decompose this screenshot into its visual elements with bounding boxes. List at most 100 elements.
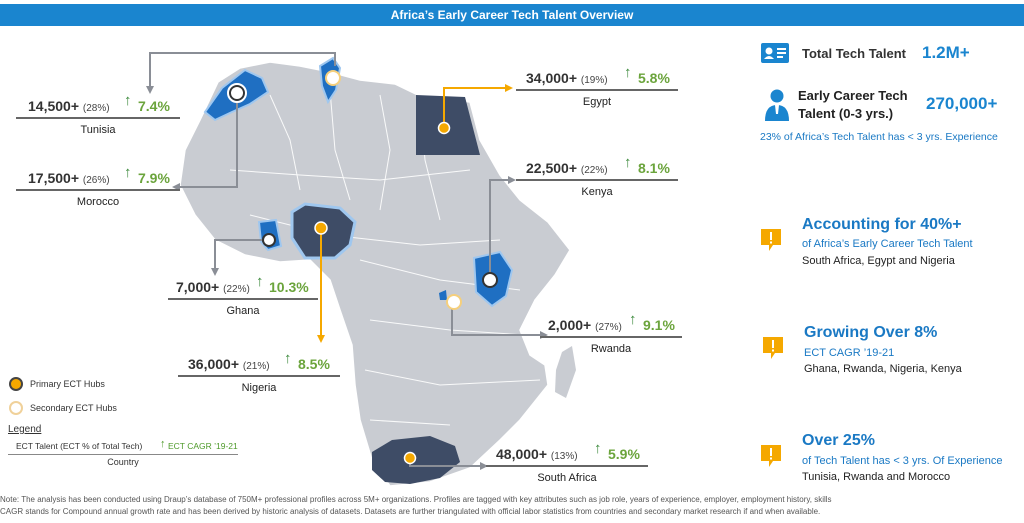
footnote: Note: The analysis has been conducted us… xyxy=(0,494,1024,518)
egypt-connector xyxy=(443,87,505,128)
stat-divider xyxy=(516,89,678,91)
legend-cagr-label: ECT CAGR ’19-21 xyxy=(168,441,238,451)
stat-southafrica: 48,000+ (13%) ↑ 5.9% South Africa xyxy=(486,440,648,486)
growth-arrow-icon: ↑ xyxy=(124,92,132,109)
early-value: 270,000+ xyxy=(926,94,998,113)
legend-ect-label: ECT Talent (ECT % of Total Tech) xyxy=(16,441,143,451)
stat-cagr: 5.9% xyxy=(608,446,640,462)
alert-icon xyxy=(761,445,781,467)
stat-pct: (21%) xyxy=(242,361,270,372)
stat-country: Egypt xyxy=(582,96,612,108)
over25-sub: of Tech Talent has < 3 yrs. Of Experienc… xyxy=(802,455,1003,467)
madagascar xyxy=(555,346,576,398)
kenya-connector xyxy=(489,179,508,280)
early-career-talent: Early Career Tech Talent (0-3 yrs.) 270,… xyxy=(760,86,1024,150)
accounting-head: Accounting for 40%+ xyxy=(802,216,962,233)
secondary-hub-legend-icon xyxy=(9,401,23,415)
stat-country: Tunisia xyxy=(80,124,116,136)
early-label-line2: Talent (0-3 yrs.) xyxy=(798,106,894,121)
stat-cagr: 7.4% xyxy=(138,98,170,114)
legend-row: ECT Talent (ECT % of Total Tech) ↑ ECT C… xyxy=(8,438,238,453)
stat-value: 2,000+ xyxy=(548,317,592,333)
stat-value: 7,000+ xyxy=(176,279,220,295)
stat-pct: (22%) xyxy=(580,165,608,176)
accounting-sub: of Africa’s Early Career Tech Talent xyxy=(802,238,973,250)
stat-cagr: 8.1% xyxy=(638,160,670,176)
growth-arrow-icon: ↑ xyxy=(124,164,132,181)
stat-pct: (28%) xyxy=(82,103,110,114)
stat-country: South Africa xyxy=(537,472,597,484)
secondary-hub-legend-label: Secondary ECT Hubs xyxy=(30,403,117,413)
stat-cagr: 9.1% xyxy=(643,317,675,333)
primary-hub-legend-label: Primary ECT Hubs xyxy=(30,379,105,389)
stat-divider xyxy=(516,179,678,181)
stat-cagr: 7.9% xyxy=(138,170,170,186)
stat-cagr: 5.8% xyxy=(638,70,670,86)
growth-arrow-icon: ↑ xyxy=(629,311,637,328)
stat-divider xyxy=(16,117,180,119)
growing-sub: ECT CAGR ’19-21 xyxy=(804,347,895,359)
stat-pct: (27%) xyxy=(595,322,622,333)
stat-nigeria: 36,000+ (21%) ↑ 8.5% Nigeria xyxy=(178,350,340,396)
id-card-icon xyxy=(761,43,789,63)
person-icon xyxy=(765,89,789,121)
growing-block: Growing Over 8% ECT CAGR ’19-21 Ghana, R… xyxy=(760,322,1024,382)
stat-value: 34,000+ xyxy=(526,70,577,86)
total-tech-label: Total Tech Talent xyxy=(802,46,907,61)
growing-head: Growing Over 8% xyxy=(804,324,938,341)
stat-cagr: 10.3% xyxy=(269,279,309,295)
stat-divider xyxy=(540,336,682,338)
stat-morocco: 17,500+ (26%) ↑ 7.9% Morocco xyxy=(16,164,180,210)
growth-arrow-icon: ↑ xyxy=(624,64,632,81)
footnote-line2: CAGR stands for Compound annual growth r… xyxy=(0,507,821,516)
stat-country: Rwanda xyxy=(590,343,632,355)
stat-pct: (22%) xyxy=(223,284,250,295)
legend: Legend ECT Talent (ECT % of Total Tech) … xyxy=(8,424,238,467)
stat-country: Kenya xyxy=(581,186,613,198)
stat-country: Ghana xyxy=(226,305,260,317)
early-label-line1: Early Career Tech xyxy=(798,88,908,103)
total-tech-talent: Total Tech Talent 1.2M+ xyxy=(760,40,1024,70)
stat-pct: (26%) xyxy=(82,175,110,186)
rwanda-connector xyxy=(451,302,540,336)
growing-body: Ghana, Rwanda, Nigeria, Kenya xyxy=(804,363,962,375)
early-note: 23% of Africa’s Tech Talent has < 3 yrs.… xyxy=(760,131,998,143)
over25-block: Over 25% of Tech Talent has < 3 yrs. Of … xyxy=(760,430,1024,490)
over25-body: Tunisia, Rwanda and Morocco xyxy=(802,471,951,483)
africa-map xyxy=(9,52,576,487)
rwanda-shape xyxy=(439,290,447,300)
alert-icon xyxy=(761,229,781,251)
over25-head: Over 25% xyxy=(802,432,875,449)
morocco-connector xyxy=(180,95,238,188)
stat-divider xyxy=(486,465,648,467)
growth-arrow-icon: ↑ xyxy=(256,273,264,290)
stat-kenya: 22,500+ (22%) ↑ 8.1% Kenya xyxy=(516,154,678,200)
stat-country: Nigeria xyxy=(241,382,277,394)
stat-divider xyxy=(168,298,318,300)
stat-tunisia: 14,500+ (28%) ↑ 7.4% Tunisia xyxy=(16,92,180,138)
stat-value: 36,000+ xyxy=(188,356,239,372)
africa-continent xyxy=(179,61,571,487)
growth-arrow-icon: ↑ xyxy=(160,438,166,450)
growth-arrow-icon: ↑ xyxy=(624,154,632,171)
tunisia-connector xyxy=(149,52,336,86)
stat-value: 14,500+ xyxy=(28,98,79,114)
accounting-body: South Africa, Egypt and Nigeria xyxy=(802,255,955,267)
legend-divider xyxy=(8,454,238,455)
growth-arrow-icon: ↑ xyxy=(284,350,292,367)
accounting-block: Accounting for 40%+ of Africa’s Early Ca… xyxy=(760,214,1024,274)
primary-hub-markers xyxy=(314,121,451,465)
stat-value: 17,500+ xyxy=(28,170,79,186)
growth-arrow-icon: ↑ xyxy=(594,440,602,457)
legend-title: Legend xyxy=(8,424,42,435)
alert-icon xyxy=(763,337,783,359)
page-title: Africa’s Early Career Tech Talent Overvi… xyxy=(0,4,1024,26)
footnote-line1: Note: The analysis has been conducted us… xyxy=(0,495,832,504)
southafrica-shape xyxy=(372,436,460,484)
secondary-hub-markers xyxy=(227,70,498,310)
stat-cagr: 8.5% xyxy=(298,356,330,372)
ghana-connector xyxy=(214,239,267,268)
stat-pct: (13%) xyxy=(550,451,578,462)
stat-divider xyxy=(178,375,340,377)
legend-country-label: Country xyxy=(107,457,139,467)
